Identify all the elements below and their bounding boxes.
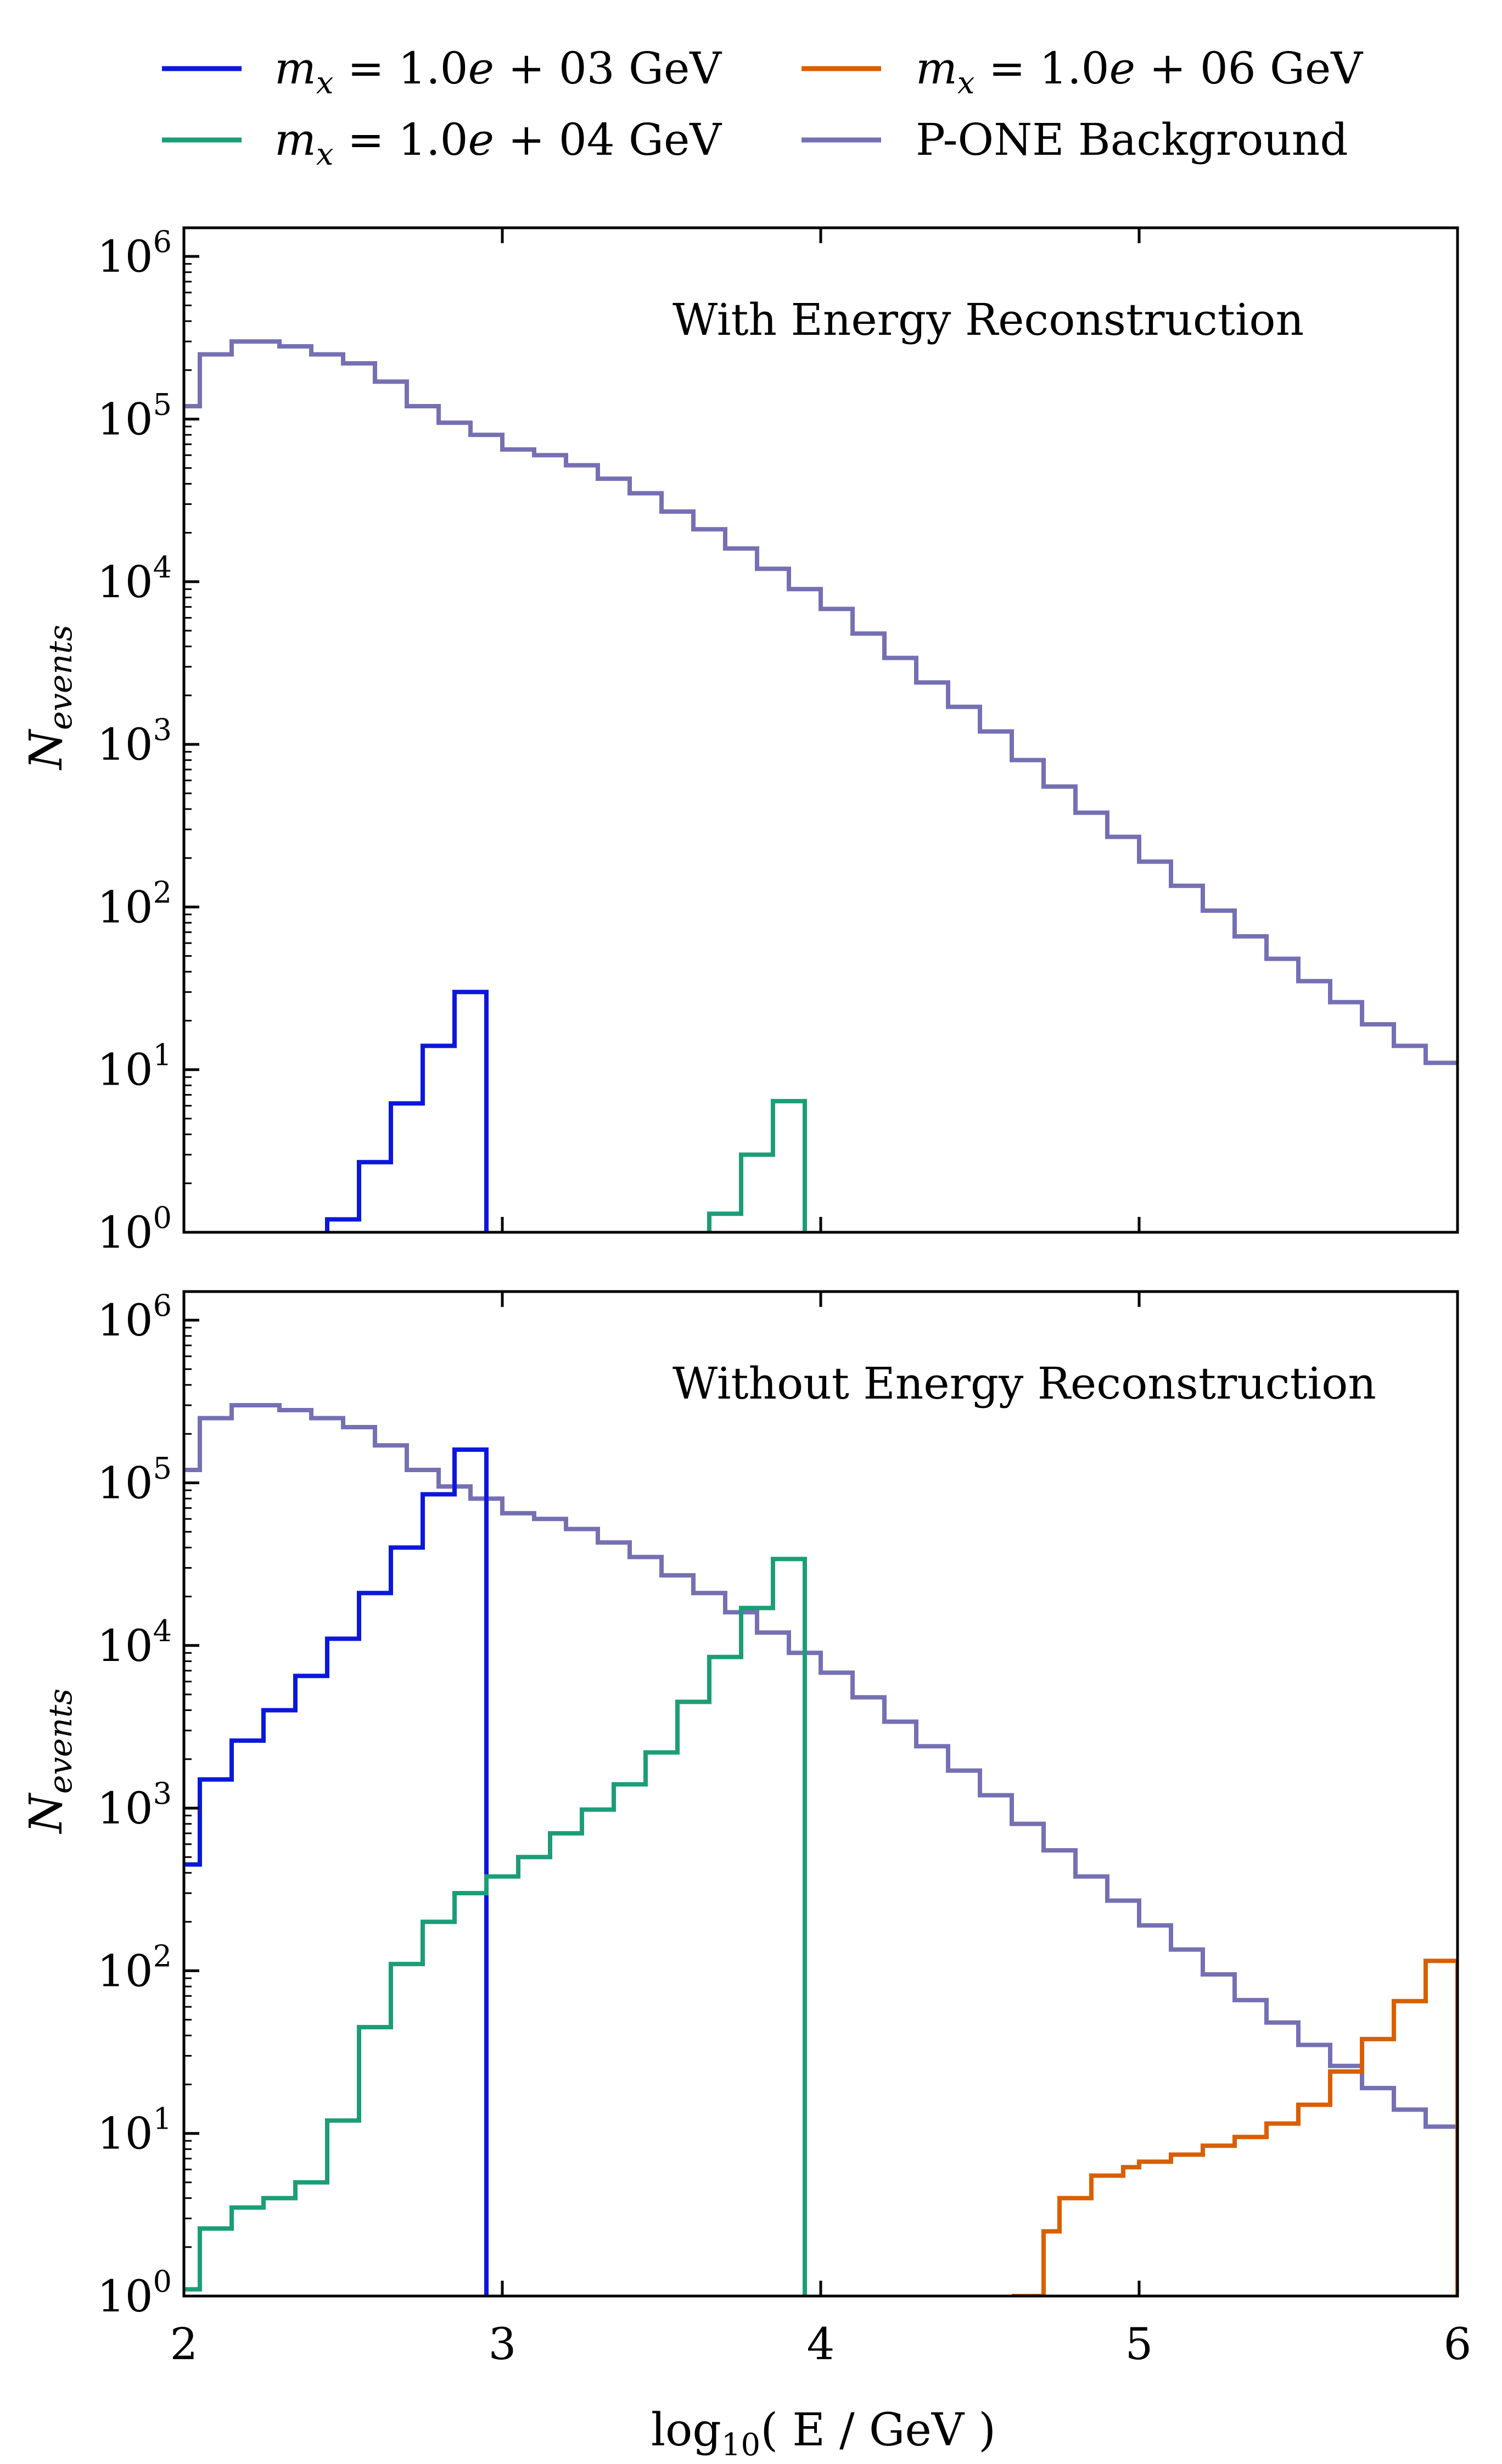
legend: mx = 1.0e + 03 GeV mx = 1.0e + 04 GeV mx… xyxy=(162,43,1363,172)
panel-top-ytick-label-1: 101 xyxy=(97,1038,172,1096)
panel-bottom-xtick-label-6: 6 xyxy=(1444,2319,1472,2370)
x-axis-label: log10( E / GeV ) xyxy=(651,2404,996,2463)
panel-bottom-xtick-label-4: 4 xyxy=(807,2319,835,2370)
panel-bottom-annotation: Without Energy Reconstruction xyxy=(672,1358,1376,1409)
panel-top-ytick-label-2: 102 xyxy=(97,875,172,933)
panel-top-ylabel: Nevents xyxy=(20,625,79,771)
panel-top-ytick-label-5: 105 xyxy=(97,387,172,445)
panel-bottom-ytick-label-4: 104 xyxy=(97,1614,172,1671)
legend-entry-background: P-ONE Background xyxy=(802,114,1348,165)
panel-bottom-series-mx-06 xyxy=(1012,1958,1458,2296)
panel-bottom-xtick-label-2: 2 xyxy=(170,2319,198,2370)
legend-entry-1e6: mx = 1.0e + 06 GeV xyxy=(802,43,1363,101)
legend-label-1e4: mx = 1.0e + 04 GeV xyxy=(274,114,722,172)
panel-bottom-ytick-label-0: 100 xyxy=(97,2264,172,2322)
panel-top-series xyxy=(184,339,1458,1232)
panel-bottom-ytick-label-6: 106 xyxy=(97,1288,172,1346)
panel-bottom-ytick-label-5: 105 xyxy=(97,1451,172,1508)
panel-top-series-mx-04 xyxy=(707,1099,807,1232)
panel-bottom: 2 3 4 5 6 100 101 102 103 104 105 106 Without Energ… xyxy=(20,1288,1471,2463)
panel-top: 100 101 102 103 104 105 106 With Energy Recons… xyxy=(20,224,1459,1258)
panel-top-ytick-label-3: 103 xyxy=(97,712,172,770)
panel-bottom-series xyxy=(184,1403,1458,2296)
panel-top-series-background xyxy=(184,339,1458,1065)
panel-bottom-ytick-label-1: 101 xyxy=(97,2102,172,2159)
panel-bottom-series-mx-03 xyxy=(184,1447,489,2296)
panel-bottom-ticks: 2 3 4 5 6 100 101 102 103 104 105 106 xyxy=(97,1288,1472,2370)
panel-bottom-xtick-label-3: 3 xyxy=(489,2319,517,2370)
panel-bottom-series-background xyxy=(184,1403,1458,2129)
panel-top-ticks: 100 101 102 103 104 105 106 xyxy=(97,224,1459,1258)
legend-label-1e3: mx = 1.0e + 03 GeV xyxy=(274,43,722,101)
panel-top-ytick-label-6: 106 xyxy=(97,224,172,282)
legend-label-1e6: mx = 1.0e + 06 GeV xyxy=(916,43,1363,101)
panel-bottom-xtick-label-5: 5 xyxy=(1125,2319,1153,2370)
panel-top-ytick-label-0: 100 xyxy=(97,1200,172,1258)
panel-bottom-ytick-label-2: 102 xyxy=(97,1939,172,1996)
panel-bottom-ylabel: Nevents xyxy=(20,1688,79,1834)
panel-top-ytick-label-4: 104 xyxy=(97,550,172,608)
legend-entry-1e3: mx = 1.0e + 03 GeV xyxy=(162,43,722,101)
legend-label-background: P-ONE Background xyxy=(916,114,1348,165)
panel-bottom-ytick-label-3: 103 xyxy=(97,1776,172,1834)
panel-top-annotation: With Energy Reconstruction xyxy=(672,294,1304,345)
legend-entry-1e4: mx = 1.0e + 04 GeV xyxy=(162,114,722,172)
panel-bottom-series-mx-04 xyxy=(184,1557,807,2296)
panel-top-series-mx-03 xyxy=(325,990,489,1232)
